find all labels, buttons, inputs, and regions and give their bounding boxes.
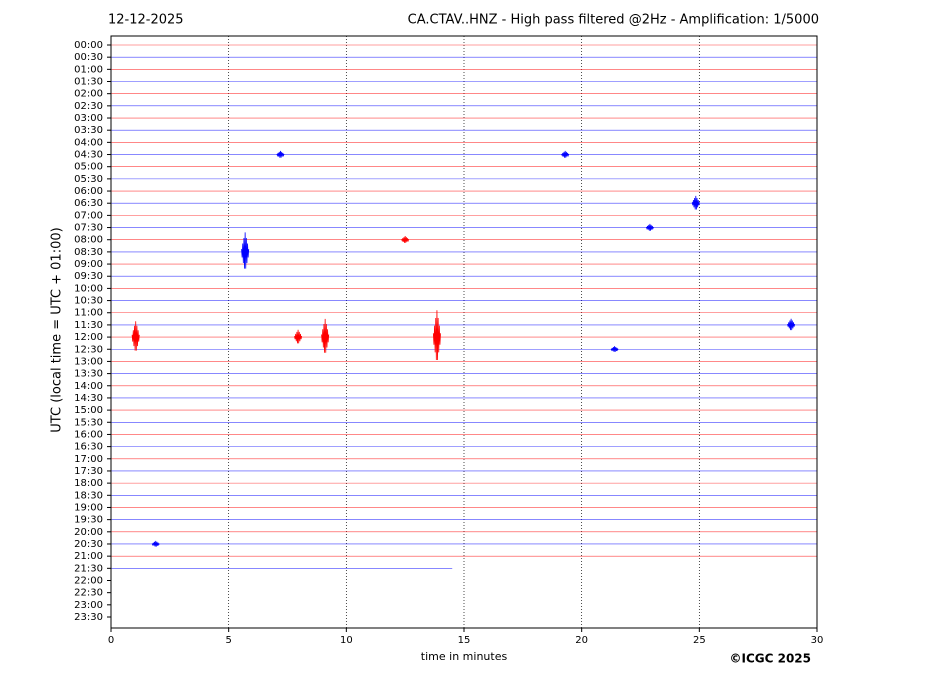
y-tick-label: 15:30: [74, 417, 103, 428]
y-tick-label: 11:00: [74, 308, 103, 319]
chart-date: 12-12-2025: [108, 13, 184, 28]
y-tick-label: 13:30: [74, 369, 103, 380]
y-tick-label: 09:00: [74, 259, 103, 270]
x-tick-label: 25: [693, 635, 706, 646]
x-tick-label: 5: [225, 635, 231, 646]
y-tick-label: 03:30: [74, 125, 103, 136]
y-tick-label: 22:00: [74, 575, 103, 586]
y-tick-label: 08:30: [74, 247, 103, 258]
y-tick-label: 21:00: [74, 551, 103, 562]
seismic-event: [294, 329, 303, 344]
y-tick-label: 14:00: [74, 381, 103, 392]
y-tick-label: 13:00: [74, 356, 103, 367]
y-tick-label: 01:00: [74, 64, 103, 75]
y-tick-label: 19:30: [74, 515, 103, 526]
seismic-event: [645, 223, 654, 231]
y-tick-label: 19:00: [74, 502, 103, 513]
y-axis-label: UTC (local time = UTC + 01:00): [50, 227, 65, 432]
x-tick-label: 10: [340, 635, 353, 646]
y-tick-label: 07:00: [74, 210, 103, 221]
y-tick-label: 02:00: [74, 89, 103, 100]
seismic-event: [691, 195, 700, 210]
seismic-event: [561, 150, 570, 158]
y-tick-label: 10:00: [74, 283, 103, 294]
y-tick-label: 15:00: [74, 405, 103, 416]
y-tick-label: 01:30: [74, 77, 103, 88]
y-tick-label: 12:00: [74, 332, 103, 343]
y-tick-label: 22:30: [74, 588, 103, 599]
y-tick-label: 11:30: [74, 320, 103, 331]
y-tick-label: 02:30: [74, 101, 103, 112]
seismic-event: [241, 232, 250, 269]
seismic-event: [151, 540, 160, 547]
y-tick-label: 23:00: [74, 600, 103, 611]
y-tick-label: 16:00: [74, 429, 103, 440]
y-tick-label: 07:30: [74, 223, 103, 234]
y-tick-label: 00:30: [74, 52, 103, 63]
y-tick-label: 20:00: [74, 527, 103, 538]
y-tick-label: 17:30: [74, 466, 103, 477]
chart-title: CA.CTAV..HNZ - High pass filtered @2Hz -…: [408, 13, 819, 28]
y-tick-label: 00:00: [74, 40, 103, 51]
y-tick-label: 18:00: [74, 478, 103, 489]
seismic-event: [276, 150, 285, 158]
y-tick-label: 06:00: [74, 186, 103, 197]
y-tick-label: 06:30: [74, 198, 103, 209]
y-tick-label: 05:30: [74, 174, 103, 185]
seismic-event: [610, 346, 619, 352]
y-tick-label: 04:00: [74, 137, 103, 148]
seismic-event: [432, 310, 441, 361]
y-tick-label: 20:30: [74, 539, 103, 550]
x-tick-label: 0: [108, 635, 114, 646]
y-tick-label: 04:30: [74, 150, 103, 161]
y-tick-label: 03:00: [74, 113, 103, 124]
seismic-event: [401, 236, 410, 243]
y-tick-label: 05:00: [74, 162, 103, 173]
y-tick-label: 09:30: [74, 271, 103, 282]
credit: ©ICGC 2025: [729, 652, 811, 666]
y-tick-label: 18:30: [74, 490, 103, 501]
seismic-event: [321, 318, 330, 353]
x-tick-label: 15: [458, 635, 471, 646]
x-tick-label: 30: [811, 635, 824, 646]
seismic-event: [787, 318, 796, 331]
y-tick-label: 21:30: [74, 563, 103, 574]
y-tick-label: 16:30: [74, 442, 103, 453]
x-tick-label: 20: [575, 635, 588, 646]
y-tick-label: 10:30: [74, 296, 103, 307]
seismic-event: [131, 321, 140, 351]
y-tick-label: 14:30: [74, 393, 103, 404]
y-tick-label: 12:30: [74, 344, 103, 355]
y-tick-label: 08:00: [74, 235, 103, 246]
y-tick-label: 17:00: [74, 454, 103, 465]
plot-frame: [110, 35, 818, 629]
x-axis-label: time in minutes: [421, 650, 508, 663]
y-tick-label: 23:30: [74, 612, 103, 623]
